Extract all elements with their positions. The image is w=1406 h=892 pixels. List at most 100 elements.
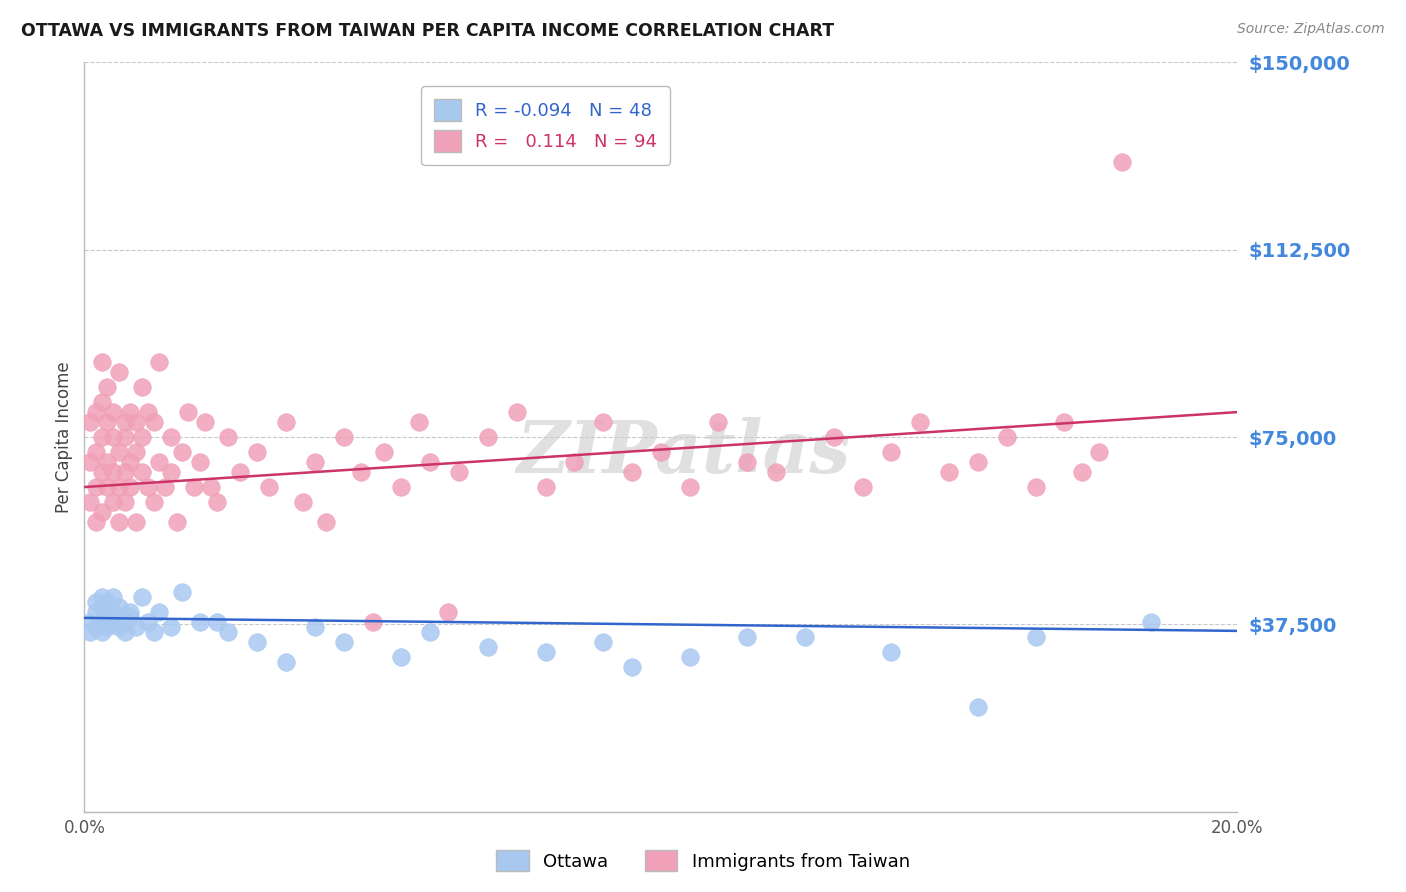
Point [534,480,557,494]
Point [218,430,240,444]
Point [391,649,413,664]
Point [108,480,131,494]
Point [166,515,188,529]
Point [794,630,817,644]
Point [373,445,395,459]
Point [84,515,107,529]
Point [679,649,702,664]
Point [103,605,124,619]
Point [142,624,165,639]
Text: OTTAWA VS IMMIGRANTS FROM TAIWAN PER CAPITA INCOME CORRELATION CHART: OTTAWA VS IMMIGRANTS FROM TAIWAN PER CAP… [21,22,834,40]
Point [246,445,269,459]
Point [79,495,101,509]
Y-axis label: Per Capita Income: Per Capita Income [55,361,73,513]
Point [477,430,499,444]
Point [103,615,124,629]
Point [188,615,211,629]
Point [967,699,990,714]
Point [90,395,112,409]
Point [90,590,112,604]
Point [142,495,165,509]
Point [880,445,903,459]
Point [120,605,142,619]
Legend: R = -0.094   N = 48, R =   0.114   N = 94: R = -0.094 N = 48, R = 0.114 N = 94 [422,87,669,165]
Point [995,430,1018,444]
Point [125,515,148,529]
Point [131,380,153,394]
Point [1053,415,1076,429]
Point [160,430,183,444]
Point [114,415,136,429]
Point [160,620,183,634]
Point [96,415,118,429]
Point [1070,465,1092,479]
Point [564,455,586,469]
Point [114,615,136,629]
Point [419,624,441,639]
Point [148,355,170,369]
Point [276,415,298,429]
Point [96,380,118,394]
Point [84,620,107,634]
Point [172,445,194,459]
Point [136,405,159,419]
Point [114,430,136,444]
Point [419,455,441,469]
Point [96,480,118,494]
Point [679,480,702,494]
Point [136,480,159,494]
Point [621,660,644,674]
Point [131,590,153,604]
Point [120,480,142,494]
Point [506,405,529,419]
Point [436,605,458,619]
Point [1025,630,1047,644]
Point [90,430,112,444]
Point [1111,155,1133,169]
Point [765,465,787,479]
Point [477,640,499,654]
Point [276,655,298,669]
Point [315,515,337,529]
Point [246,635,269,649]
Point [114,495,136,509]
Point [142,415,165,429]
Point [103,465,124,479]
Point [592,415,614,429]
Point [333,635,356,649]
Point [534,645,557,659]
Point [114,465,136,479]
Point [84,405,107,419]
Point [103,430,124,444]
Legend: Ottawa, Immigrants from Taiwan: Ottawa, Immigrants from Taiwan [489,843,917,879]
Point [910,415,932,429]
Point [108,445,131,459]
Point [125,620,148,634]
Point [120,610,142,624]
Point [84,605,107,619]
Point [172,585,194,599]
Text: Source: ZipAtlas.com: Source: ZipAtlas.com [1237,22,1385,37]
Point [96,455,118,469]
Point [292,495,315,509]
Point [79,624,101,639]
Point [1140,615,1163,629]
Point [131,430,153,444]
Point [148,605,170,619]
Point [304,455,326,469]
Point [96,595,118,609]
Point [391,480,413,494]
Point [361,615,384,629]
Point [131,465,153,479]
Point [967,455,990,469]
Point [823,430,845,444]
Point [183,480,205,494]
Point [96,620,118,634]
Point [177,405,200,419]
Point [194,415,217,429]
Point [114,624,136,639]
Point [938,465,960,479]
Point [148,455,170,469]
Point [592,635,614,649]
Point [90,355,112,369]
